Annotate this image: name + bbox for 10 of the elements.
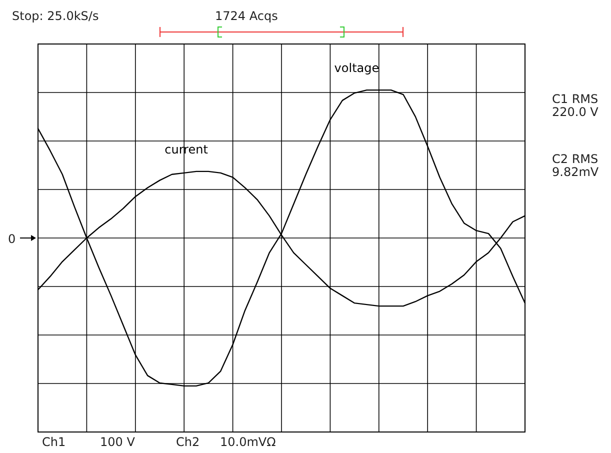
text: 10.0mVΩ [220,435,276,449]
text: Ch1 [42,435,66,449]
text: 0 [8,232,16,246]
text: C1 RMS 220.0 V [552,92,600,119]
text: Ch2 [176,435,200,449]
text: 100 V [100,435,136,449]
text: 1724 Acqs [215,9,278,23]
series-label: voltage [334,61,380,76]
text: C2 RMS 9.82mV [552,152,600,179]
text: Stop: 25.0kS/s [12,9,99,23]
